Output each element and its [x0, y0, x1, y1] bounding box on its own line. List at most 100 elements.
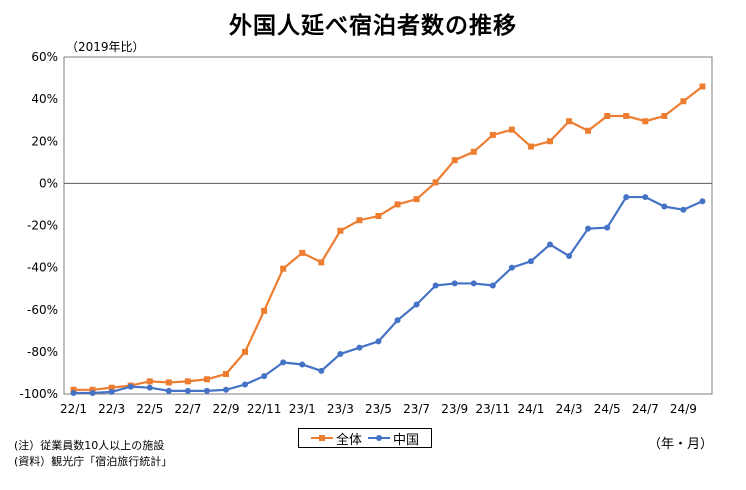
data-point-china — [623, 194, 630, 201]
data-point-china — [489, 282, 496, 289]
data-point-total — [547, 138, 553, 145]
data-point-total — [261, 307, 268, 314]
series-line-total — [73, 85, 704, 391]
data-point-total — [680, 98, 687, 105]
data-point-total — [70, 386, 77, 393]
y-tick-label: -100% — [19, 387, 58, 401]
x-tick-label: 23/5 — [365, 402, 392, 416]
data-point-china — [108, 388, 115, 395]
chart-title: 外国人延べ宿泊者数の推移 — [229, 13, 517, 39]
legend-item-total: 全体 — [310, 429, 362, 448]
data-point-total — [89, 386, 96, 393]
y-tick-label: -40% — [27, 261, 58, 275]
x-tick-label: 24/1 — [517, 402, 544, 416]
data-point-china — [127, 383, 134, 390]
series-line-china — [73, 195, 703, 395]
data-point-total — [184, 378, 191, 385]
data-point-total — [375, 213, 382, 220]
legend-item-china: 中国 — [368, 429, 419, 448]
x-tick-label: 23/7 — [403, 402, 430, 416]
data-point-china — [261, 373, 268, 380]
legend-swatch-china — [368, 435, 390, 441]
axes-layer: 60% 40% 20% 0% -20% -40% -60% -80% -100%22/1 22/3… — [19, 50, 712, 416]
legend-label-total: 全体 — [335, 432, 362, 448]
legend: 全体 中国 — [298, 428, 432, 448]
data-point-total — [223, 370, 229, 377]
footnote-source: (資料）観光庁「宿泊旅行統計」 — [14, 455, 173, 468]
data-point-total — [413, 196, 420, 203]
x-tick-label: 22/7 — [174, 402, 201, 416]
data-point-total — [585, 127, 592, 134]
x-tick-label: 24/3 — [556, 402, 583, 416]
legend-label-china: 中国 — [393, 432, 420, 448]
data-point-total — [527, 143, 534, 150]
data-point-total — [299, 249, 306, 256]
data-point-total — [642, 118, 649, 125]
data-point-china — [165, 387, 172, 394]
data-point-total — [108, 384, 115, 391]
footnote-target: (注）従業員数10人以上の施設 — [14, 439, 165, 452]
plot-area — [63, 56, 713, 395]
data-point-total — [337, 227, 344, 234]
data-point-total — [165, 379, 172, 386]
data-point-total — [280, 265, 287, 272]
x-unit-note: （年・月） — [648, 437, 714, 452]
data-point-total — [394, 201, 401, 208]
data-point-china — [566, 253, 573, 260]
x-tick-label: 24/5 — [594, 402, 621, 416]
y-tick-label: 40% — [31, 92, 58, 106]
y-tick-label: -20% — [27, 219, 58, 233]
data-point-china — [146, 384, 153, 391]
data-point-china — [661, 203, 668, 210]
data-point-total — [318, 259, 325, 266]
x-tick-label: 23/1 — [289, 402, 316, 416]
legend-swatch-total — [310, 435, 333, 441]
x-tick-label: 24/9 — [670, 402, 697, 416]
data-point-china — [375, 338, 382, 345]
data-point-total — [451, 157, 458, 164]
data-point-china — [394, 317, 401, 324]
data-point-total — [242, 348, 249, 355]
data-point-china — [699, 198, 706, 205]
data-point-total — [489, 131, 496, 138]
series-layer — [70, 83, 706, 396]
data-point-china — [680, 206, 687, 213]
data-point-china — [356, 344, 363, 351]
data-point-china — [451, 280, 458, 287]
data-point-china — [318, 367, 325, 374]
data-point-china — [203, 387, 210, 394]
y-tick-label: 60% — [31, 50, 58, 64]
y-tick-label: -80% — [27, 345, 58, 359]
data-point-china — [337, 350, 344, 357]
data-point-total — [566, 118, 573, 125]
data-point-china — [527, 258, 534, 265]
data-point-total — [203, 376, 210, 383]
x-tick-label: 22/3 — [98, 402, 125, 416]
data-point-china — [604, 224, 611, 231]
data-point-china — [508, 264, 515, 271]
data-point-total — [470, 148, 477, 155]
data-point-china — [184, 387, 191, 394]
data-point-china — [432, 282, 439, 289]
data-point-china — [642, 194, 649, 201]
data-point-china — [242, 381, 249, 388]
data-point-china — [280, 359, 287, 366]
y-unit-note: （2019年比） — [66, 40, 145, 54]
x-tick-label: 22/5 — [136, 402, 163, 416]
data-point-china — [223, 386, 229, 393]
x-tick-label: 22/1 — [60, 402, 87, 416]
x-tick-label: 24/7 — [632, 402, 659, 416]
data-point-total — [356, 217, 363, 224]
x-tick-label: 23/9 — [441, 402, 468, 416]
data-point-china — [89, 389, 96, 396]
data-point-total — [604, 112, 611, 119]
data-point-total — [146, 378, 153, 385]
y-tick-label: 0% — [39, 176, 58, 190]
data-point-china — [413, 301, 420, 308]
data-point-china — [585, 225, 592, 232]
data-point-total — [508, 126, 515, 133]
data-point-total — [661, 112, 668, 119]
x-tick-label: 22/9 — [213, 402, 240, 416]
data-point-total — [699, 83, 706, 90]
x-tick-label: 23/3 — [327, 402, 354, 416]
